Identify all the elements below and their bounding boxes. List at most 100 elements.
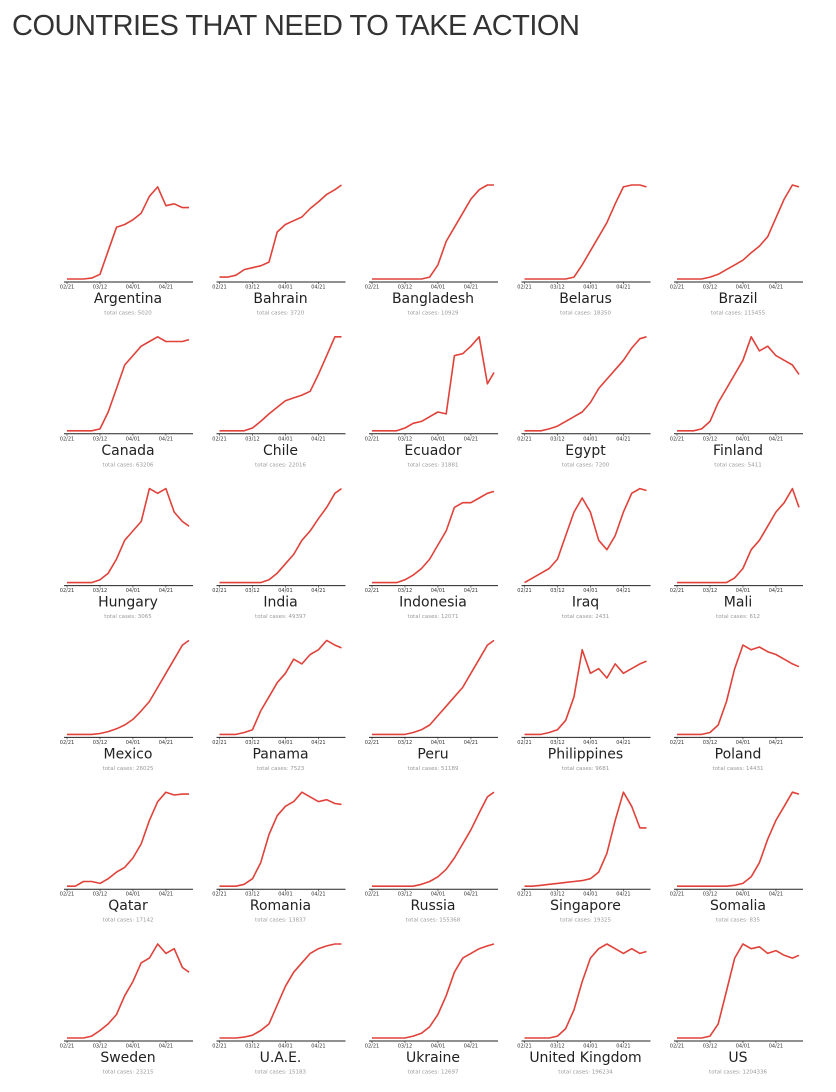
x-tick-label: 04/01 (583, 1044, 597, 1050)
x-tick-label: 04/21 (769, 892, 783, 898)
x-tick-label: 04/01 (126, 436, 140, 442)
x-tick-label: 02/21 (670, 1044, 684, 1050)
chart-title: Belarus (559, 291, 612, 307)
chart-subtitle: total cases: 9681 (562, 766, 609, 772)
x-tick-label: 04/01 (126, 740, 140, 746)
x-tick-label: 02/21 (670, 285, 684, 291)
x-tick-label: 04/21 (311, 1044, 325, 1050)
x-tick-label: 02/21 (60, 285, 74, 291)
chart-subtitle: total cases: 17142 (103, 918, 154, 924)
x-tick-label: 02/21 (365, 436, 379, 442)
data-line (219, 184, 342, 278)
chart-subtitle: total cases: 3065 (104, 614, 152, 620)
chart-title: Iraq (572, 595, 599, 611)
chart-subtitle: total cases: 835 (716, 918, 760, 924)
x-tick-label: 02/21 (212, 1044, 226, 1050)
x-tick-label: 03/12 (245, 740, 259, 746)
x-tick-label: 04/01 (736, 892, 750, 898)
chart-subtitle: total cases: 155368 (406, 918, 461, 924)
x-tick-label: 03/12 (550, 285, 564, 291)
page-title: COUNTRIES THAT NEED TO TAKE ACTION (12, 10, 580, 42)
x-tick-label: 04/01 (278, 588, 292, 594)
x-tick-label: 02/21 (212, 436, 226, 442)
chart-subtitle: total cases: 196234 (558, 1070, 613, 1076)
x-tick-label: 04/21 (464, 1044, 478, 1050)
data-line (524, 791, 647, 887)
chart-subtitle: total cases: 22016 (255, 462, 306, 468)
data-line (524, 649, 647, 736)
x-tick-label: 02/21 (517, 892, 531, 898)
x-tick-label: 02/21 (670, 588, 684, 594)
chart-subtitle: total cases: 18350 (560, 311, 611, 317)
x-tick-label: 04/21 (311, 436, 325, 442)
x-tick-label: 04/01 (431, 892, 445, 898)
x-tick-label: 03/12 (93, 436, 107, 442)
chart-subtitle: total cases: 63206 (103, 462, 154, 468)
chart-title: Brazil (718, 291, 757, 307)
chart-subtitle: total cases: 31881 (408, 462, 459, 468)
data-line (219, 639, 342, 736)
x-tick-label: 02/21 (212, 588, 226, 594)
x-tick-label: 02/21 (212, 892, 226, 898)
data-line (372, 490, 495, 584)
chart-subtitle: total cases: 15183 (255, 1070, 306, 1076)
x-tick-label: 03/12 (245, 892, 259, 898)
x-tick-label: 04/01 (583, 892, 597, 898)
x-tick-label: 03/12 (703, 285, 717, 291)
x-tick-label: 02/21 (670, 892, 684, 898)
x-tick-label: 04/01 (278, 892, 292, 898)
data-line (524, 487, 647, 584)
x-tick-label: 03/12 (245, 588, 259, 594)
chart-title: Singapore (550, 898, 621, 914)
x-tick-label: 04/21 (159, 740, 173, 746)
data-line (524, 184, 647, 280)
x-tick-label: 03/12 (245, 436, 259, 442)
chart-title: Hungary (98, 595, 158, 611)
chart-title: Indonesia (399, 595, 467, 611)
x-tick-label: 04/21 (464, 740, 478, 746)
x-tick-label: 03/12 (703, 588, 717, 594)
x-tick-label: 02/21 (212, 740, 226, 746)
x-tick-label: 03/12 (703, 740, 717, 746)
chart-title: Bangladesh (392, 291, 474, 307)
x-tick-label: 03/12 (703, 436, 717, 442)
data-line (677, 644, 800, 736)
x-tick-label: 04/21 (464, 588, 478, 594)
x-tick-label: 02/21 (60, 588, 74, 594)
x-tick-label: 04/01 (126, 1044, 140, 1050)
chart-subtitle: total cases: 612 (716, 614, 760, 620)
data-line (219, 791, 342, 887)
x-tick-label: 02/21 (365, 1044, 379, 1050)
x-tick-label: 03/12 (398, 1044, 412, 1050)
x-tick-label: 04/01 (736, 285, 750, 291)
data-line (677, 336, 800, 432)
x-tick-label: 02/21 (670, 740, 684, 746)
x-tick-label: 02/21 (517, 1044, 531, 1050)
data-line (677, 943, 800, 1039)
chart-title: Canada (101, 443, 154, 459)
x-tick-label: 04/01 (278, 740, 292, 746)
data-line (372, 943, 495, 1039)
x-tick-label: 04/21 (616, 436, 630, 442)
x-tick-label: 04/21 (159, 285, 173, 291)
x-tick-label: 02/21 (60, 1044, 74, 1050)
x-tick-label: 04/21 (464, 285, 478, 291)
x-tick-label: 04/01 (431, 436, 445, 442)
x-tick-label: 02/21 (517, 740, 531, 746)
chart-subtitle: total cases: 1204336 (709, 1070, 767, 1076)
x-tick-label: 04/21 (616, 740, 630, 746)
x-tick-label: 02/21 (60, 436, 74, 442)
x-tick-label: 03/12 (703, 1044, 717, 1050)
chart-subtitle: total cases: 115455 (711, 311, 766, 317)
x-tick-label: 04/21 (769, 740, 783, 746)
x-tick-label: 03/12 (398, 588, 412, 594)
x-tick-label: 02/21 (212, 285, 226, 291)
data-line (372, 639, 495, 736)
data-line (67, 639, 190, 736)
x-tick-label: 04/01 (583, 285, 597, 291)
x-tick-label: 03/12 (550, 1044, 564, 1050)
chart-subtitle: total cases: 5411 (714, 462, 761, 468)
x-tick-label: 04/01 (431, 1044, 445, 1050)
chart-subtitle: total cases: 19325 (560, 918, 611, 924)
